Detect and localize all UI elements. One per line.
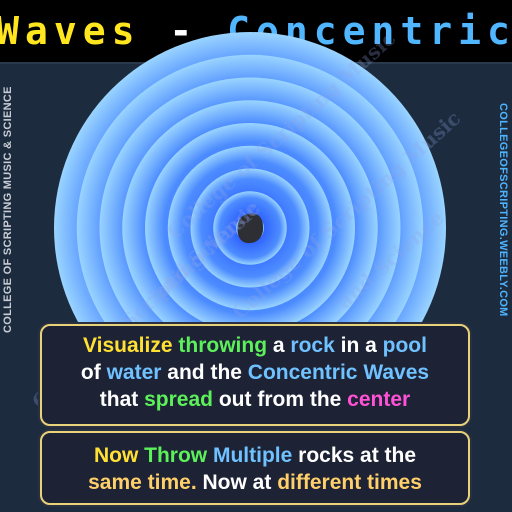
word: Now	[93, 444, 139, 467]
rock-icon	[237, 213, 264, 244]
word: pool	[382, 334, 427, 357]
word: Visualize	[83, 334, 173, 357]
word: rock	[290, 334, 335, 357]
title-separator: -	[140, 9, 228, 53]
word: out from the	[218, 388, 342, 411]
title-waves: Waves	[0, 9, 141, 53]
word: spread	[144, 388, 213, 411]
word: water	[106, 361, 162, 384]
word: same time.	[88, 471, 197, 494]
instruction-panel-2: Now Throw Multiple rocks at the same tim…	[40, 431, 470, 505]
title-bar: Waves - Concentric	[0, 0, 512, 64]
word: and the	[167, 361, 242, 384]
word: rocks at the	[298, 444, 417, 467]
word: Concentric Waves	[247, 361, 430, 384]
side-label-right: COLLEGEOFSCRIPTING.WEEBLY.COM	[497, 103, 509, 317]
word: throwing	[178, 334, 268, 357]
word: Multiple	[212, 444, 293, 467]
word: a	[272, 334, 285, 357]
word: of	[80, 361, 101, 384]
word: Now at	[202, 471, 272, 494]
word: in a	[340, 334, 377, 357]
word: center	[347, 388, 411, 411]
word: Throw	[144, 444, 208, 467]
side-label-left: COLLEGE OF SCRIPTING MUSIC & SCIENCE	[2, 86, 14, 334]
instruction-panel-1: Visualize throwing a rock in a pool of w…	[40, 324, 470, 426]
word: that	[99, 388, 139, 411]
word: different times	[277, 471, 422, 494]
